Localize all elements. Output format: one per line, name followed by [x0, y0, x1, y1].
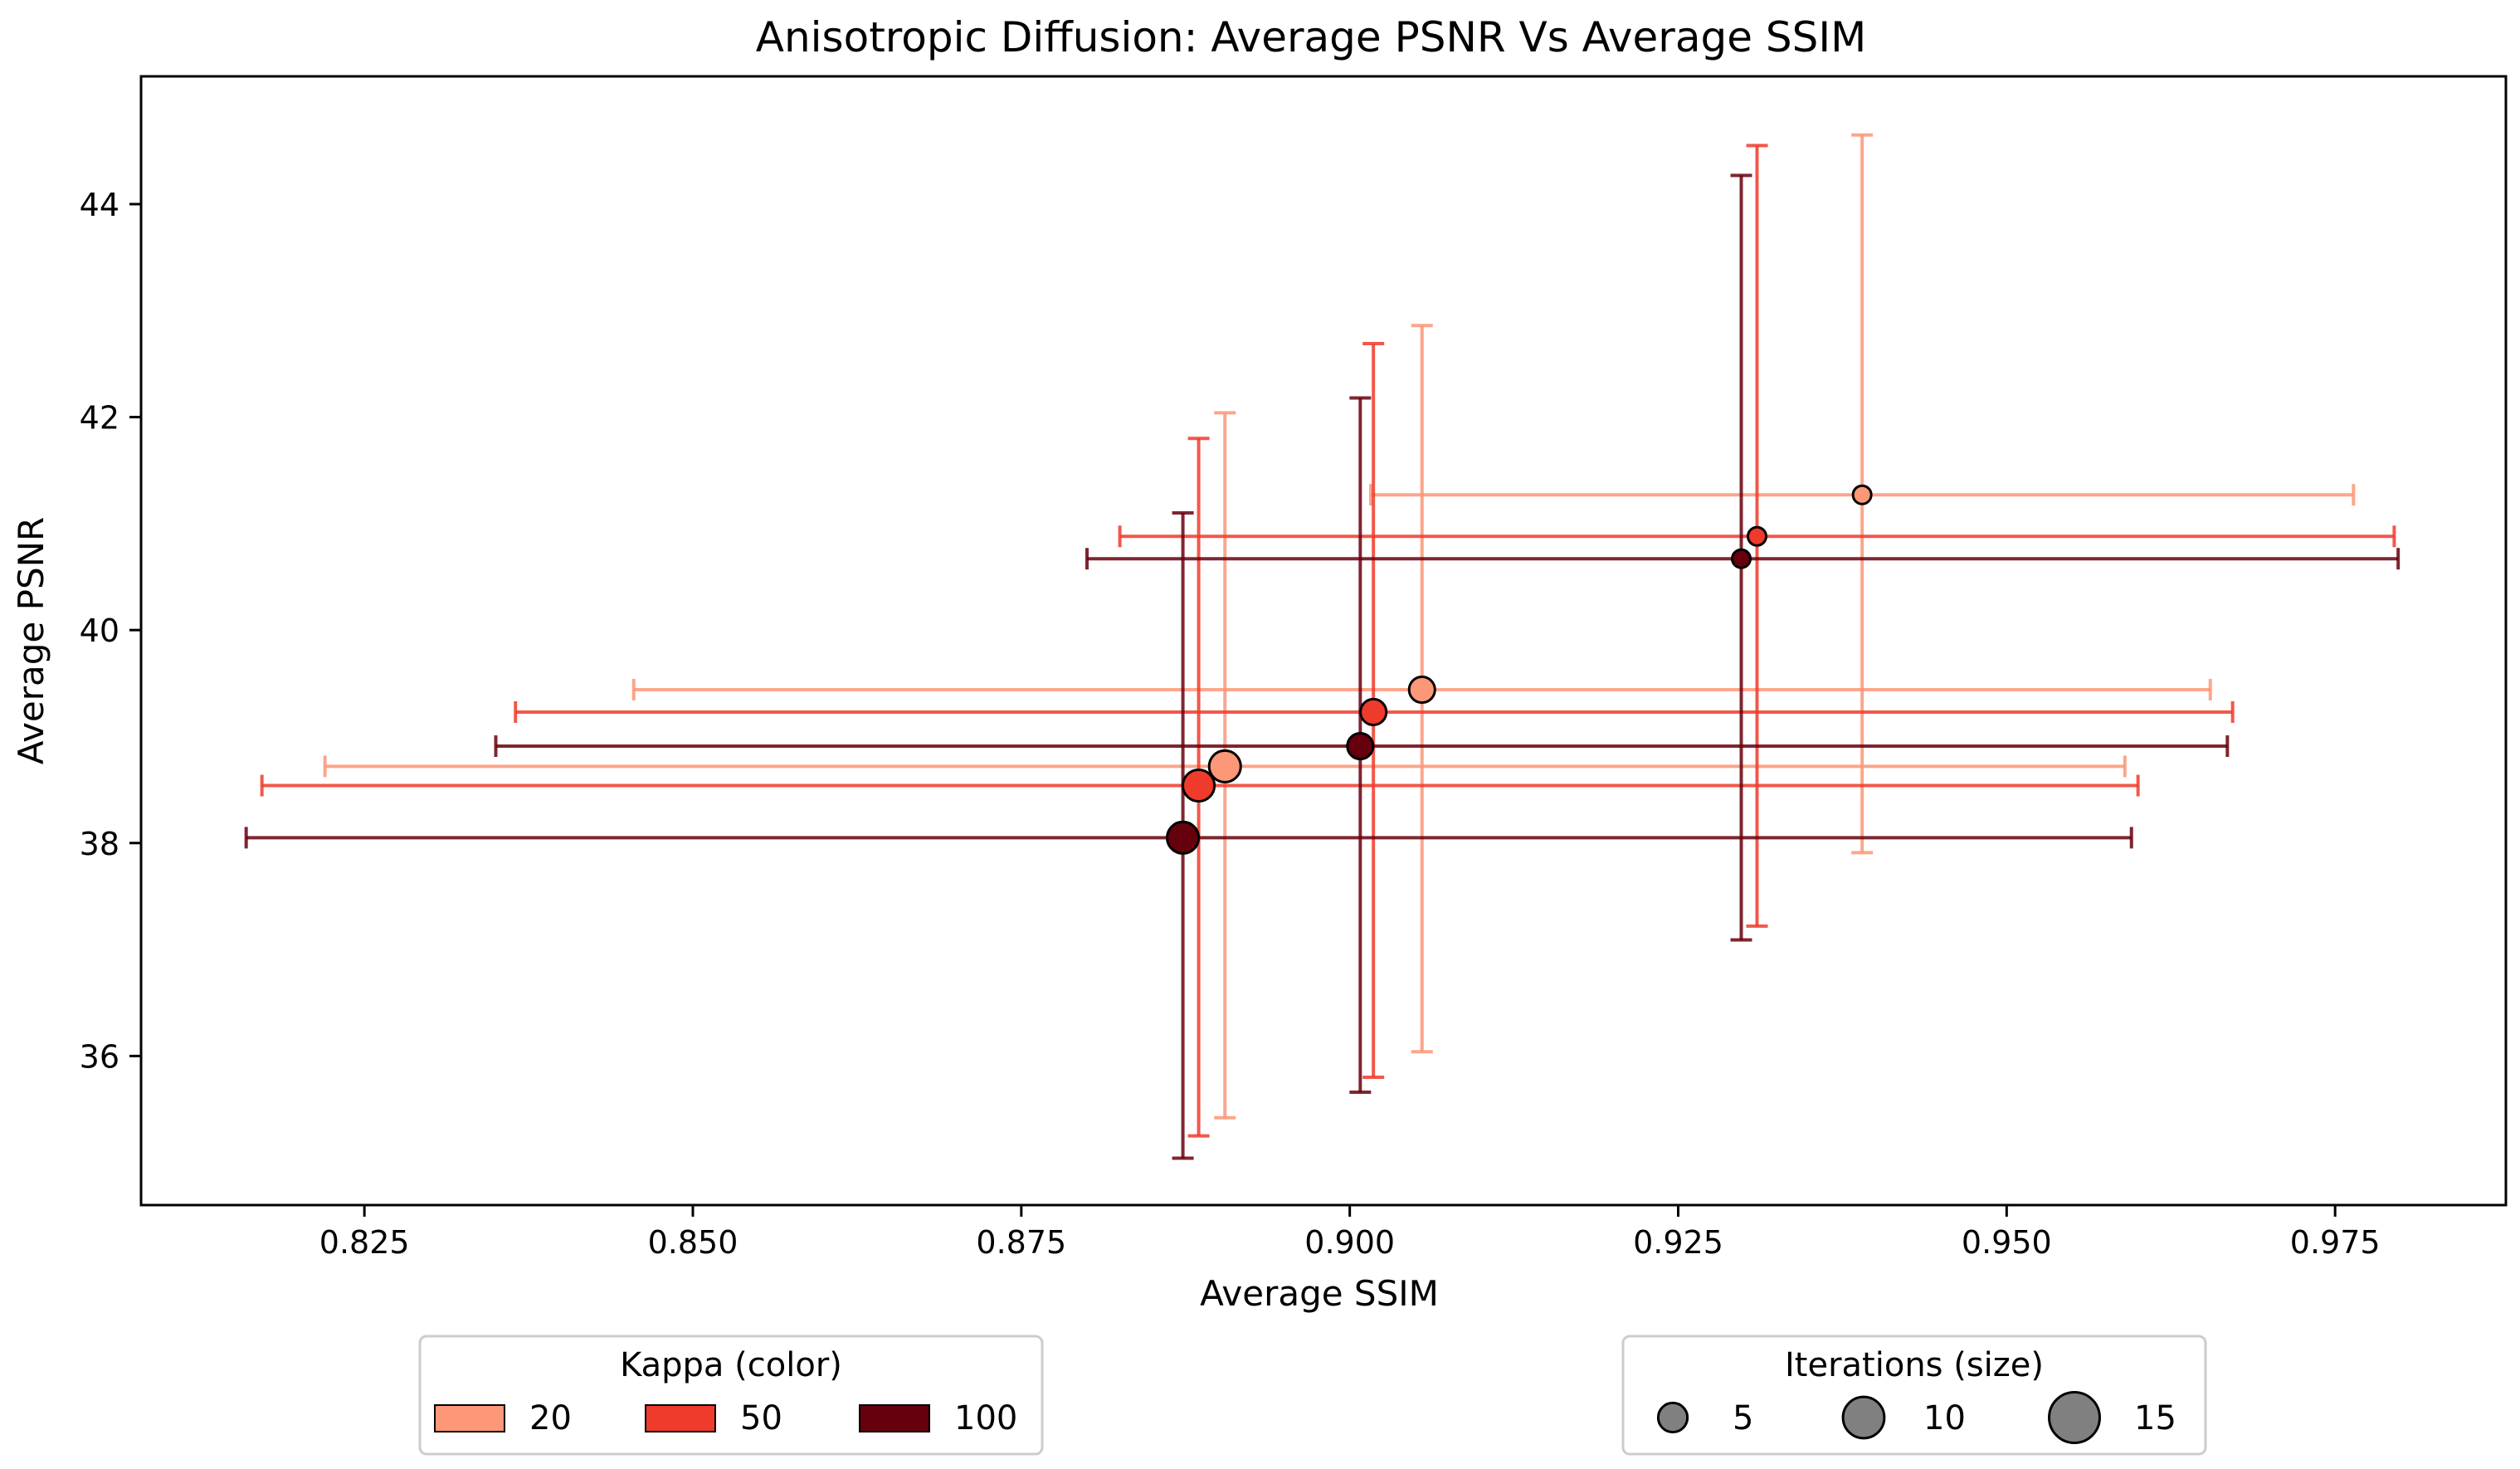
point-k100-i5	[1731, 548, 1752, 569]
point-k100-i10	[1346, 731, 1375, 761]
legend-kappa: Kappa (color) 20 50 100	[418, 1335, 1044, 1456]
x-tick-label: 0.975	[2290, 1224, 2381, 1261]
x-tick-label: 0.900	[1304, 1224, 1395, 1261]
legend-size-label: 5	[1733, 1399, 1753, 1437]
data-points	[1166, 484, 1873, 855]
point-k50-i10	[1359, 697, 1388, 727]
y-tick-label: 42	[80, 400, 119, 437]
legend-kappa-swatch-100	[859, 1404, 930, 1432]
legend-size-label: 10	[1923, 1399, 1966, 1437]
legend-kappa-swatch-50	[645, 1404, 716, 1432]
x-axis: 0.825 0.850 0.875 0.900 0.925 0.950 0.975	[319, 1205, 2381, 1261]
x-tick-label: 0.825	[319, 1224, 410, 1261]
x-tick-label: 0.925	[1633, 1224, 1723, 1261]
legend-size-marker-5	[1656, 1401, 1689, 1434]
legend-size-marker-15	[2048, 1391, 2101, 1444]
point-k100-i15	[1166, 820, 1201, 855]
legend-kappa-label: 20	[529, 1399, 572, 1437]
y-tick-label: 38	[80, 826, 119, 862]
point-k50-i5	[1747, 525, 1767, 547]
point-k50-i15	[1182, 768, 1216, 803]
legend-kappa-label: 100	[954, 1399, 1017, 1437]
point-k20-i5	[1851, 484, 1873, 505]
legend-kappa-swatch-20	[434, 1404, 505, 1432]
plot-area	[139, 75, 2508, 1207]
chart-title: Anisotropic Diffusion: Average PSNR Vs A…	[756, 13, 1866, 61]
x-tick-label: 0.950	[1962, 1224, 2052, 1261]
point-k20-i15	[1207, 749, 1242, 783]
legend-kappa-title: Kappa (color)	[620, 1346, 842, 1384]
legend-size-label: 15	[2134, 1399, 2176, 1437]
y-axis-label: Average PSNR	[11, 517, 51, 764]
x-tick-label: 0.875	[976, 1224, 1066, 1261]
x-tick-label: 0.850	[648, 1224, 738, 1261]
legend-size-marker-10	[1841, 1395, 1886, 1440]
y-tick-label: 44	[80, 187, 119, 223]
legend-iterations: Iterations (size) 5 10 15	[1621, 1335, 2207, 1456]
y-tick-label: 40	[80, 612, 119, 649]
legend-kappa-label: 50	[740, 1399, 782, 1437]
y-tick-label: 36	[80, 1038, 119, 1075]
x-axis-label: Average SSIM	[1200, 1273, 1439, 1314]
legend-iterations-title: Iterations (size)	[1785, 1346, 2044, 1384]
y-axis: 36 38 40 42 44	[80, 187, 141, 1075]
point-k20-i10	[1407, 675, 1436, 705]
